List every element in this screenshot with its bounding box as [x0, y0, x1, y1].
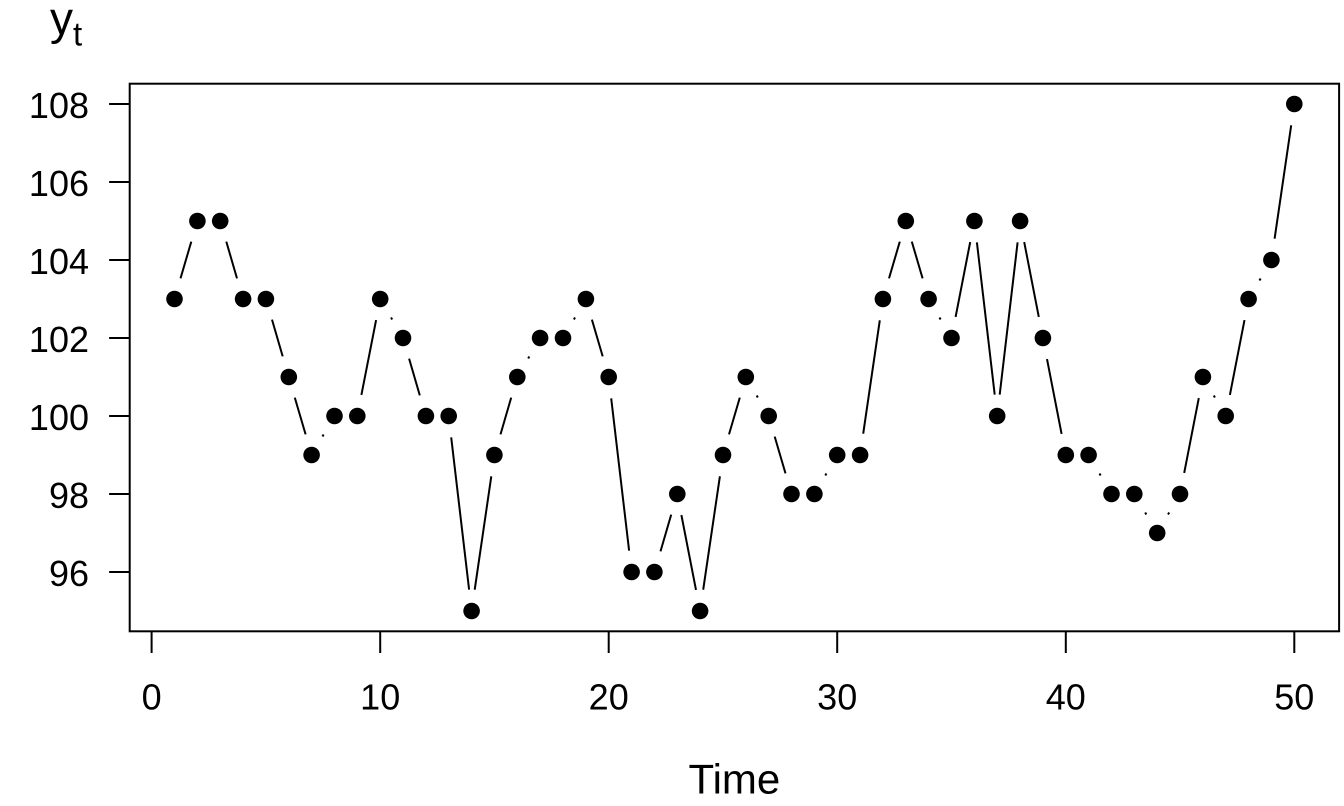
svg-text:104: 104 — [29, 241, 89, 282]
svg-text:10: 10 — [360, 677, 400, 718]
svg-text:96: 96 — [49, 553, 89, 594]
svg-text:Time: Time — [689, 756, 781, 803]
svg-text:50: 50 — [1274, 677, 1314, 718]
svg-text:0: 0 — [142, 677, 162, 718]
svg-text:102: 102 — [29, 319, 89, 360]
svg-text:40: 40 — [1046, 677, 1086, 718]
svg-text:98: 98 — [49, 475, 89, 516]
svg-text:20: 20 — [589, 677, 629, 718]
svg-text:30: 30 — [817, 677, 857, 718]
svg-text:108: 108 — [29, 85, 89, 126]
svg-text:100: 100 — [29, 397, 89, 438]
svg-text:yt: yt — [50, 0, 82, 53]
svg-text:106: 106 — [29, 163, 89, 204]
